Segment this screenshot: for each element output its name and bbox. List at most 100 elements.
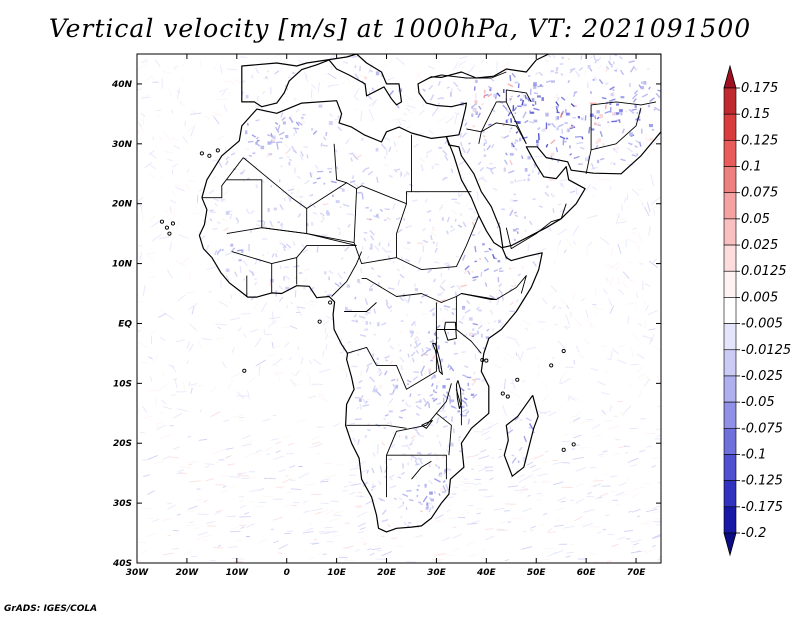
field-streak (502, 467, 510, 472)
field-streak (443, 307, 449, 311)
field-streak (622, 405, 632, 415)
colorbar-swatch (723, 192, 737, 220)
field-streak (208, 258, 214, 262)
field-streak (641, 202, 644, 206)
field-streak (162, 455, 170, 460)
field-streak (546, 531, 557, 533)
field-cell (375, 71, 380, 76)
field-streak (282, 478, 292, 484)
field-streak (237, 327, 242, 332)
field-streak (311, 84, 317, 89)
field-streak (591, 166, 598, 170)
field-streak (487, 349, 491, 360)
field-streak (266, 70, 270, 73)
field-streak (415, 335, 420, 342)
field-streak (230, 80, 235, 86)
field-streak (291, 373, 296, 376)
y-tick-label: 30N (112, 140, 133, 150)
field-streak (186, 179, 195, 183)
field-streak (521, 486, 526, 489)
field-streak (303, 145, 309, 148)
field-cell (378, 384, 383, 389)
field-streak (279, 485, 287, 490)
field-streak (186, 340, 190, 349)
field-streak (651, 196, 661, 205)
field-streak (490, 108, 496, 113)
field-streak (428, 402, 431, 409)
field-cell (503, 167, 506, 172)
field-streak (372, 385, 376, 393)
field-streak (270, 133, 273, 138)
field-cell (272, 135, 276, 140)
field-streak (350, 157, 353, 162)
field-cell (365, 321, 368, 325)
field-streak (492, 187, 498, 191)
field-streak (437, 466, 440, 469)
field-cell (440, 488, 444, 492)
field-streak (201, 203, 204, 208)
field-streak (137, 88, 142, 91)
field-streak (459, 141, 463, 147)
field-cell (383, 427, 387, 429)
field-streak (393, 141, 397, 147)
field-streak (251, 74, 254, 79)
field-streak (408, 183, 414, 187)
field-streak (453, 62, 459, 71)
field-streak (390, 474, 395, 478)
field-cell (468, 317, 473, 321)
field-streak (443, 305, 451, 308)
field-cell (346, 284, 350, 288)
field-cell (267, 141, 272, 145)
field-streak (478, 105, 482, 110)
field-streak (241, 168, 246, 172)
field-streak (545, 80, 552, 83)
field-streak (603, 370, 608, 374)
field-streak (477, 230, 482, 235)
field-cell (269, 152, 273, 156)
field-streak (490, 77, 495, 82)
field-streak (150, 220, 161, 228)
field-streak (297, 121, 303, 126)
field-streak (544, 191, 550, 197)
field-streak (474, 260, 478, 263)
field-streak (460, 212, 463, 217)
field-streak (574, 516, 583, 522)
field-streak (572, 456, 584, 460)
field-streak (242, 277, 246, 281)
field-cell (589, 113, 594, 117)
field-cell (424, 483, 427, 488)
y-tick-label: 20N (112, 200, 133, 210)
field-streak (557, 340, 566, 349)
field-streak (526, 346, 537, 350)
field-streak (626, 478, 630, 481)
field-cell (472, 125, 476, 128)
field-streak (642, 335, 653, 340)
country-border (346, 302, 437, 390)
field-streak (534, 155, 544, 158)
field-streak (373, 308, 377, 314)
field-cell (551, 80, 555, 83)
field-streak (337, 115, 340, 118)
field-streak (420, 351, 428, 357)
field-streak (298, 195, 304, 198)
field-streak (241, 80, 246, 83)
island-outline (167, 231, 172, 236)
field-streak (560, 298, 569, 307)
field-cell (550, 152, 555, 157)
field-streak (418, 434, 424, 438)
field-streak (608, 425, 620, 430)
field-streak (190, 125, 195, 137)
field-streak (509, 126, 513, 130)
field-streak (515, 340, 520, 347)
field-streak (657, 405, 661, 408)
field-streak (656, 560, 661, 562)
field-streak (360, 182, 365, 186)
field-streak (390, 537, 398, 540)
field-cell (429, 491, 433, 495)
field-streak (275, 141, 283, 144)
field-cell (565, 137, 569, 140)
field-streak (558, 306, 563, 309)
field-streak (467, 541, 475, 546)
field-streak (171, 364, 177, 373)
field-streak (187, 435, 191, 438)
